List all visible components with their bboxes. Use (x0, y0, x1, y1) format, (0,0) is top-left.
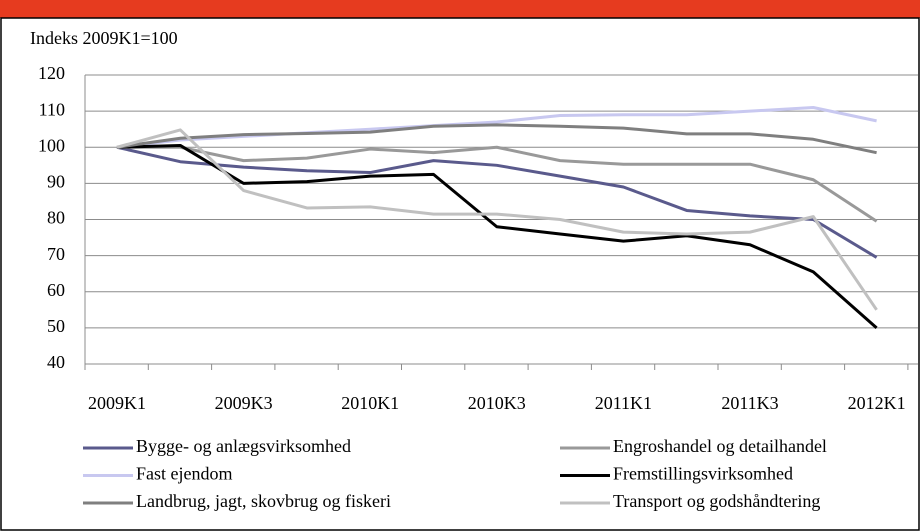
legend-label: Transport og godshåndtering (613, 491, 820, 511)
y-tick-label: 120 (38, 63, 65, 83)
y-tick-label: 70 (47, 244, 65, 264)
y-tick-label: 40 (47, 352, 65, 372)
y-tick-label: 80 (47, 208, 65, 228)
legend-label: Engroshandel og detailhandel (613, 436, 827, 456)
chart-frame (0, 17, 920, 531)
y-axis-label: Indeks 2009K1=100 (30, 28, 178, 48)
legend-label: Bygge- og anlægsvirksomhed (136, 436, 351, 456)
x-tick-label: 2010K3 (468, 393, 526, 413)
series-line (116, 128, 878, 311)
series-line (116, 143, 878, 329)
x-tick-label: 2009K3 (215, 393, 273, 413)
x-tick-label: 2010K1 (341, 393, 399, 413)
legend-label: Fast ejendom (136, 464, 233, 484)
x-tick-label: 2009K1 (88, 393, 146, 413)
y-tick-label: 110 (39, 99, 65, 119)
x-tick-label: 2011K3 (721, 393, 778, 413)
y-tick-label: 100 (38, 135, 65, 155)
series-line (116, 145, 878, 259)
series-line (117, 145, 878, 223)
series-line (116, 106, 877, 149)
y-tick-label: 60 (47, 280, 65, 300)
legend-label: Fremstillingsvirksomhed (613, 464, 793, 484)
y-tick-label: 50 (47, 316, 65, 336)
series-line (116, 123, 877, 155)
legend-label: Landbrug, jagt, skovbrug og fiskeri (136, 491, 391, 511)
y-tick-label: 90 (47, 172, 65, 192)
x-tick-label: 2011K1 (595, 393, 652, 413)
header-bar (0, 0, 920, 18)
x-tick-label: 2012K1 (848, 393, 906, 413)
